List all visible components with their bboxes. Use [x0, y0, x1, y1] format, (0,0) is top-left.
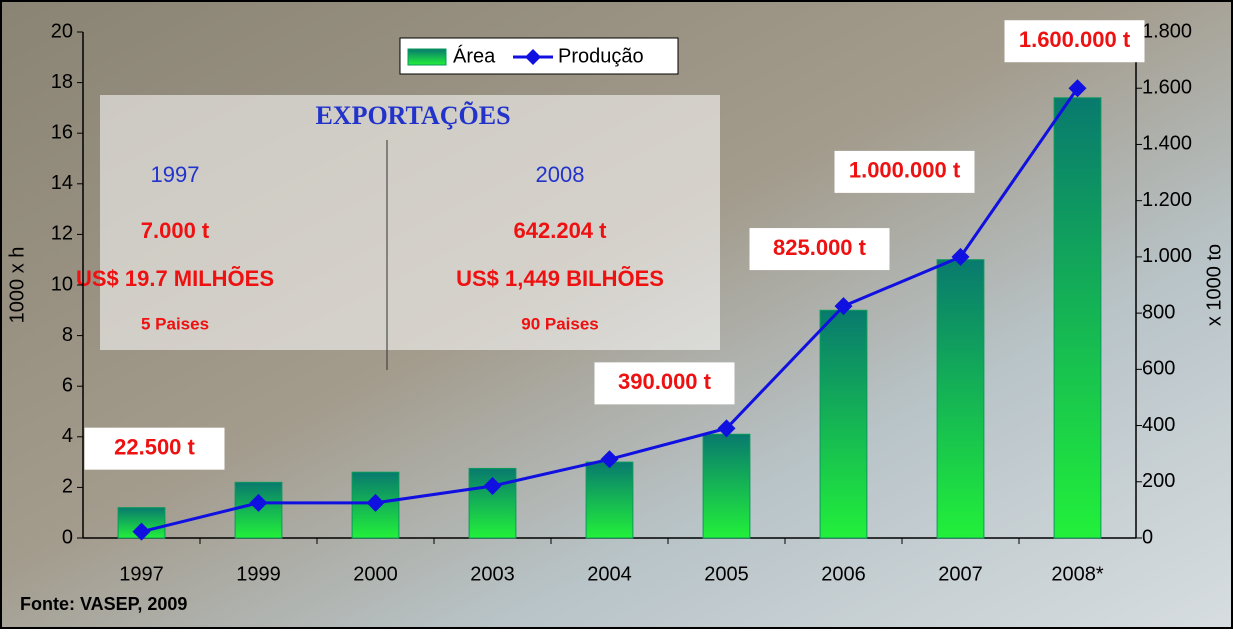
value-label: 390.000 t	[618, 369, 712, 394]
value-label-box	[834, 150, 975, 193]
export-year: 2008	[536, 162, 585, 187]
legend-marker	[525, 49, 541, 65]
legend-label: Área	[453, 44, 496, 67]
value-label-box	[84, 427, 225, 470]
line-marker	[834, 297, 853, 316]
export-line: 5 Paises	[141, 314, 209, 333]
y2-axis-label: x 1000 to	[1203, 244, 1225, 326]
bar	[585, 461, 634, 539]
y2-tick-label: 0	[1142, 526, 1153, 548]
x-tick-label: 2000	[353, 563, 398, 585]
line-marker	[366, 493, 385, 512]
y2-tick-label: 400	[1142, 414, 1175, 436]
source: Fonte: VASEP, 2009	[20, 594, 187, 614]
bar	[1053, 97, 1102, 539]
line-marker	[951, 247, 970, 266]
value-label: 825.000 t	[773, 235, 867, 260]
y2-tick-label: 600	[1142, 358, 1175, 380]
export-line: 7.000 t	[141, 218, 210, 243]
value-label: 22.500 t	[114, 434, 195, 459]
bar	[819, 309, 868, 539]
value-label-box	[749, 228, 890, 271]
value-label-box	[594, 362, 735, 405]
y2-tick-label: 1.200	[1142, 189, 1192, 211]
y-tick-label: 0	[62, 526, 73, 548]
line-marker	[717, 419, 736, 438]
x-tick-label: 1999	[236, 563, 281, 585]
y2-tick-label: 1.000	[1142, 245, 1192, 267]
bar	[936, 259, 985, 539]
y-tick-label: 14	[51, 172, 73, 194]
export-line: 90 Paises	[521, 314, 599, 333]
x-tick-label: 2005	[704, 563, 749, 585]
x-tick-label: 1997	[119, 563, 164, 585]
legend-swatch	[407, 48, 447, 66]
line-marker	[1068, 79, 1087, 98]
value-label: 1.000.000 t	[849, 158, 961, 183]
line-marker	[483, 476, 502, 495]
x-tick-label: 2007	[938, 563, 983, 585]
y2-tick-label: 1.400	[1142, 133, 1192, 155]
export-line: US$ 19.7 MILHÕES	[76, 266, 274, 291]
x-tick-label: 2003	[470, 563, 515, 585]
y-tick-label: 8	[62, 324, 73, 346]
export-line: 642.204 t	[514, 218, 608, 243]
y-tick-label: 10	[51, 273, 73, 295]
y-tick-label: 6	[62, 374, 73, 396]
y-tick-label: 12	[51, 223, 73, 245]
export-year: 1997	[151, 162, 200, 187]
y2-tick-label: 200	[1142, 470, 1175, 492]
x-tick-label: 2008*	[1051, 563, 1103, 585]
legend-label: Produção	[558, 45, 644, 67]
y2-tick-label: 800	[1142, 301, 1175, 323]
y2-tick-label: 1.600	[1142, 77, 1192, 99]
export-line: US$ 1,449 BILHÕES	[456, 266, 664, 291]
line-marker	[600, 450, 619, 469]
x-tick-label: 2006	[821, 563, 866, 585]
export-title: EXPORTAÇÕES	[315, 101, 510, 130]
y-tick-label: 18	[51, 71, 73, 93]
y2-tick-label: 1.800	[1142, 20, 1192, 42]
x-tick-label: 2004	[587, 563, 632, 585]
value-label: 1.600.000 t	[1019, 27, 1131, 52]
y-tick-label: 2	[62, 476, 73, 498]
y-axis-label: 1000 x h	[6, 247, 28, 324]
y-tick-label: 20	[51, 20, 73, 42]
value-label-box	[1004, 20, 1145, 63]
y-tick-label: 4	[62, 425, 73, 447]
bar	[702, 433, 751, 539]
export-box	[100, 95, 720, 350]
line-marker	[132, 522, 151, 541]
y-tick-label: 16	[51, 121, 73, 143]
line-marker	[249, 493, 268, 512]
